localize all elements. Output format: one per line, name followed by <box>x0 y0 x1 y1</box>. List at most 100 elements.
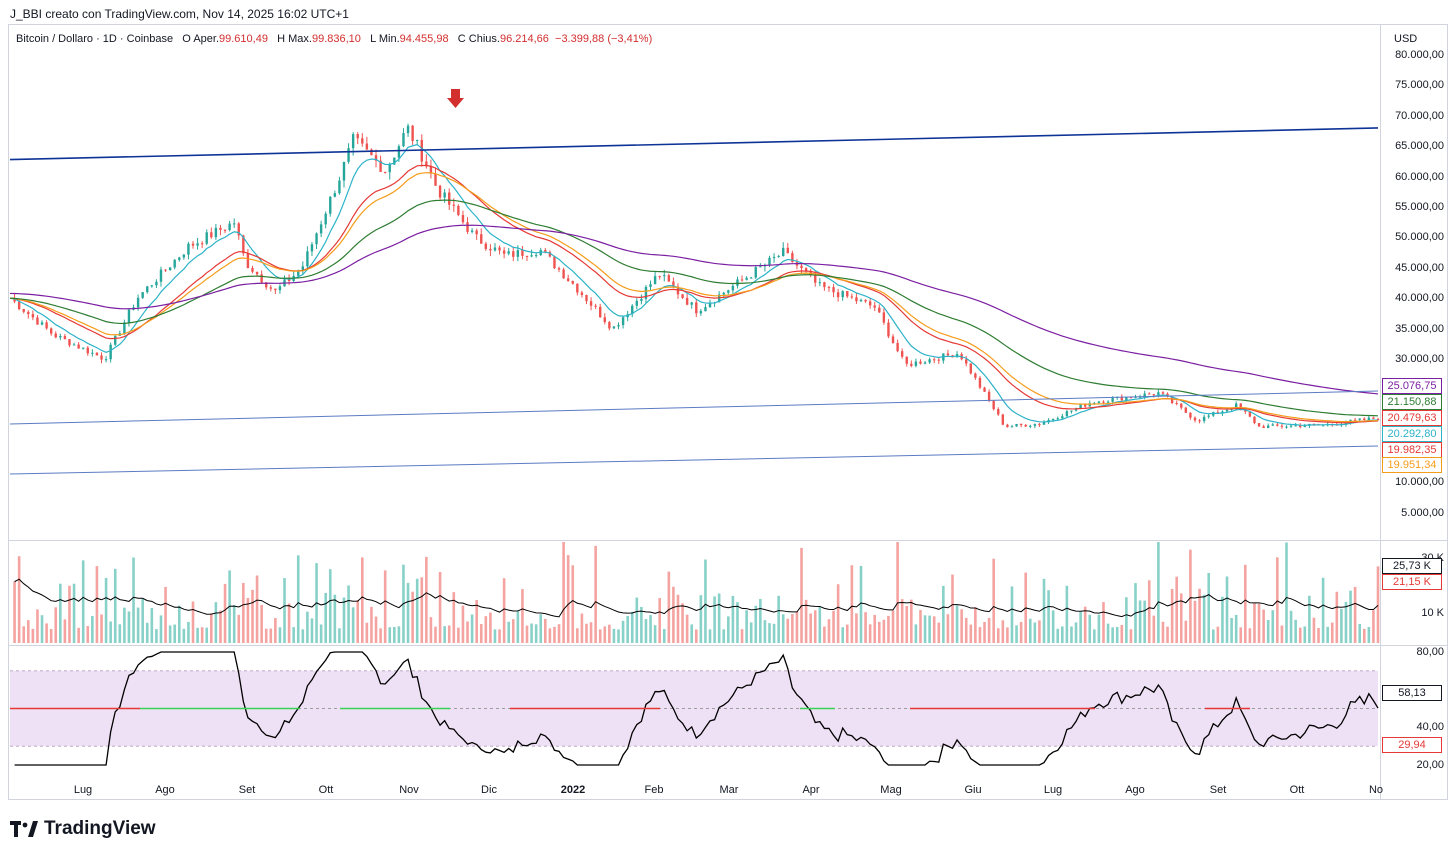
price-tick-label: 60.000,00 <box>1395 170 1444 183</box>
volume-bar <box>168 625 172 643</box>
candle-body <box>1180 403 1183 408</box>
volume-bar <box>1070 626 1073 643</box>
candle-body <box>525 255 529 257</box>
price-tick-label: 70.000,00 <box>1395 109 1444 122</box>
candle-body <box>260 274 263 283</box>
candle-body <box>223 229 227 231</box>
volume-bar <box>1234 614 1238 643</box>
candle-body <box>347 148 350 162</box>
candle-body <box>1024 424 1027 427</box>
volume-bar <box>777 595 780 643</box>
candle-body <box>1303 425 1306 428</box>
volume-bar <box>1019 621 1023 643</box>
volume-bar <box>608 624 611 643</box>
candle-body <box>443 192 446 198</box>
channel-lower-line <box>9 445 1379 475</box>
candle-body <box>315 233 318 245</box>
price-tick-label: 35.000,00 <box>1395 322 1444 335</box>
volume-bar <box>1285 542 1288 643</box>
candle-body <box>493 247 497 251</box>
volume-bar <box>662 629 666 643</box>
candle-body <box>91 352 94 354</box>
low-label: Min. <box>378 33 400 45</box>
candle-body <box>928 359 931 363</box>
volume-bar <box>1125 597 1128 643</box>
volume-bar <box>17 556 21 643</box>
candle-body <box>1189 412 1192 418</box>
high-letter: H <box>277 33 286 45</box>
volume-bar <box>420 577 424 643</box>
candle-body <box>297 271 300 276</box>
symbol-label[interactable]: Bitcoin / Dollaro · 1D · Coinbase <box>16 33 174 45</box>
candle-body <box>1276 424 1279 426</box>
candle-body <box>768 257 771 265</box>
candle-body <box>269 287 272 289</box>
candle-body <box>438 185 442 198</box>
candle-body <box>1065 411 1069 417</box>
volume-bar <box>1189 549 1192 643</box>
candle-body <box>232 223 236 225</box>
volume-bar <box>347 585 350 643</box>
time-axis-label: Giu <box>964 784 982 796</box>
volume-bar <box>617 629 620 643</box>
currency-button[interactable]: USD <box>1394 33 1418 45</box>
volume-bar <box>342 597 346 643</box>
volume-bar <box>159 615 163 643</box>
volume-bar <box>630 611 634 643</box>
candle-body <box>127 309 131 323</box>
candle-body <box>772 256 776 258</box>
volume-bar <box>1028 618 1032 643</box>
volume-bar <box>672 586 675 643</box>
volume-bar <box>1367 627 1371 643</box>
volume-bar <box>214 602 218 643</box>
volume-bar <box>370 606 373 643</box>
candle-body <box>997 409 1000 415</box>
volume-bar <box>896 542 899 643</box>
time-axis-label: Set <box>238 784 256 796</box>
volume-bar <box>406 582 410 643</box>
volume-bar <box>191 601 195 643</box>
candle-body <box>846 291 849 297</box>
volume-bar <box>1253 603 1256 643</box>
candle-body <box>1262 426 1265 429</box>
volume-bar <box>974 607 977 643</box>
candle-body <box>95 352 99 356</box>
candle-body <box>754 267 757 278</box>
candle-body <box>136 297 140 308</box>
volume-bar <box>1317 627 1320 643</box>
volume-bar <box>717 593 721 643</box>
volume-bar <box>1225 576 1229 643</box>
volume-bar <box>484 616 488 643</box>
volume-bar <box>1097 614 1101 643</box>
candle-body <box>374 155 378 161</box>
tradingview-logo: TradingView <box>10 818 156 840</box>
volume-bar <box>955 605 959 643</box>
candle-body <box>695 302 698 314</box>
candle-body <box>667 275 671 282</box>
volume-bar <box>72 583 76 643</box>
volume-bar <box>1001 620 1005 643</box>
volume-bar <box>429 617 433 643</box>
candle-body <box>836 292 840 298</box>
volume-bar <box>923 615 927 643</box>
volume-bar <box>470 614 474 643</box>
volume-bar <box>104 577 108 643</box>
volume-bar <box>1298 627 1302 643</box>
candle-body <box>502 250 506 254</box>
volume-bar <box>1170 588 1174 643</box>
volume-bar <box>232 605 236 643</box>
candle-body <box>31 314 35 318</box>
volume-bar <box>457 627 460 643</box>
candle-body <box>676 286 680 295</box>
candle-body <box>365 143 369 150</box>
candle-body <box>1143 393 1146 397</box>
volume-bar <box>562 542 565 643</box>
low-letter: L <box>370 33 376 45</box>
volume-bar <box>40 615 44 643</box>
volume-bar <box>177 605 181 643</box>
candle-body <box>557 268 561 270</box>
volume-bar <box>356 600 360 643</box>
volume-bar <box>914 624 918 643</box>
volume-bar <box>210 613 213 643</box>
